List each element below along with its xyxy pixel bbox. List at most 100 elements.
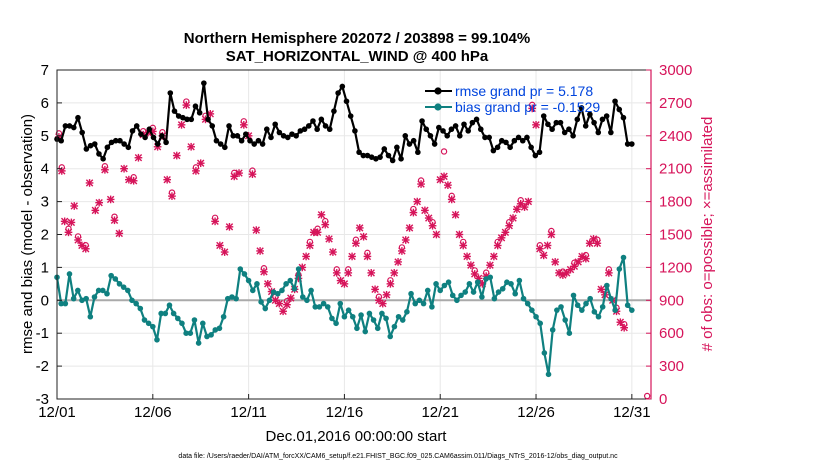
rmse-point [276,129,283,136]
obs-assimilated-marker [532,120,540,129]
bias-point [304,297,310,304]
rmse-point [255,137,262,144]
obs-assimilated-marker [455,230,464,239]
obs-possible-marker [345,266,352,273]
rmse-point [58,137,64,144]
rmse-point [129,128,136,134]
obs-possible-marker [582,251,590,259]
rmse-point [112,137,119,144]
rmse-point [75,114,81,121]
obs-possible-marker [249,167,256,174]
bias-point [399,317,406,323]
x-tick-label: 12/06 [134,404,172,421]
obs-possible-marker [548,227,555,235]
x-axis-label: Dec.01,2016 00:00:00 start [266,428,448,445]
obs-assimilated-marker [497,233,506,242]
obs-assimilated-marker [378,299,387,308]
obs-assimilated-marker [574,258,583,266]
bias-point [120,284,127,290]
y-left-tick-label: 3 [41,194,49,211]
bias-point [216,325,223,332]
rmse-point [310,118,316,124]
obs-assimilated-marker [263,280,272,288]
rmse-point [406,141,413,147]
rmse-point [549,126,555,133]
rmse-point [498,137,505,144]
bias-point [429,304,435,310]
rmse-point [180,114,186,121]
obs-possible-marker [429,218,436,226]
obs-assimilated-marker [405,224,414,232]
bias-point [125,287,131,294]
obs-assimilated-marker [382,290,391,299]
bias-point [408,290,414,297]
obs-assimilated-marker [490,252,498,261]
bias-point [174,315,181,322]
obs-possible-marker [168,189,176,196]
obs-possible-marker [260,265,268,272]
y-left-tick-label: 1 [41,259,49,276]
rmse-point [159,133,165,139]
rmse-point [381,146,388,152]
rmse-point [444,133,451,139]
y-axis-right-label: # of obs: o=possible; ×=assimilated [699,117,716,352]
obs-assimilated-marker [520,203,529,211]
bias-point [566,330,573,337]
obs-assimilated-marker [115,229,124,238]
bias-point [495,289,502,295]
bias-point [324,304,331,310]
rmse-point [213,137,220,144]
y-right-tick-label: 900 [659,292,684,309]
y-right-tick-label: 300 [659,358,684,375]
bias-point [154,336,160,343]
bias-point [170,310,177,317]
bias-point [108,272,114,279]
rmse-point [272,121,278,128]
bias-point [308,287,314,294]
bias-point [449,292,456,299]
obs-assimilated-marker [486,261,494,270]
obs-possible-marker [529,101,536,109]
bias-point [208,332,214,338]
rmse-point [507,144,513,151]
obs-assimilated-marker [451,210,460,219]
bias-point [245,277,252,284]
obs-possible-marker [101,163,109,170]
rmse-point [91,141,98,147]
y-left-tick-label: 7 [41,62,49,79]
rmse-point [620,114,627,121]
obs-possible-marker [65,225,72,232]
bias-point [474,279,481,286]
y-right-tick-label: 1500 [659,227,692,244]
obs-assimilated-marker [371,285,379,294]
rmse-point [243,131,249,137]
rmse-point [188,116,195,123]
rmse-point [402,133,409,139]
obs-assimilated-marker [463,252,471,261]
bias-point [237,266,244,272]
obs-assimilated-marker [524,197,533,206]
bias-point [620,254,627,261]
rmse-point [230,133,237,139]
rmse-point [595,129,602,136]
rmse-point [238,137,245,144]
legend-rmse-marker [434,87,442,95]
obs-possible-marker [506,218,513,226]
rmse-point [452,123,459,129]
obs-possible-marker [314,225,321,232]
x-axis: 12/01 12/06 12/11 12/16 12/21 12/26 12/31 [38,394,651,421]
obs-assimilated-marker [279,307,287,316]
bias-point [595,313,602,320]
bias-point [583,300,589,307]
obs-possible-marker [375,293,383,300]
bias-point [320,300,327,307]
x-tick-label: 12/31 [613,404,651,421]
bias-point [166,302,173,309]
bias-point [283,281,289,287]
bias-point [370,317,377,323]
rmse-point [133,123,140,129]
obs-assimilated-marker [196,159,205,168]
rmse-point [96,151,102,157]
bias-point [274,290,281,297]
